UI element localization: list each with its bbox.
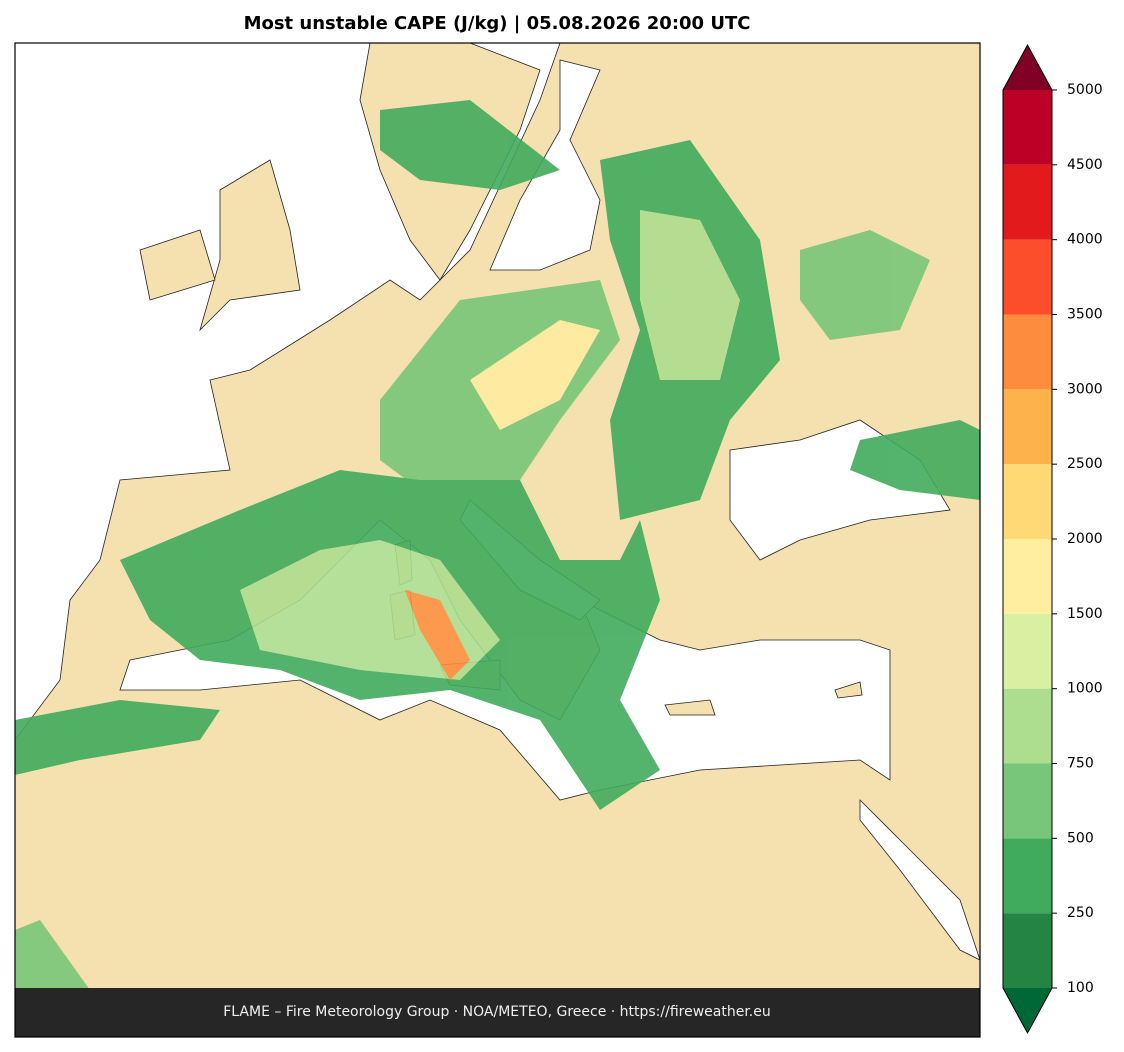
map: FLAME – Fire Meteorology Group · NOA/MET… xyxy=(15,43,980,1037)
colorbar-tick-label: 3500 xyxy=(1067,307,1103,323)
footer-text: FLAME – Fire Meteorology Group · NOA/MET… xyxy=(223,1004,771,1020)
colorbar-segment xyxy=(1003,688,1052,764)
colorbar-over xyxy=(1003,45,1052,90)
colorbar-tick-label: 3000 xyxy=(1067,381,1103,397)
colorbar-tick-label: 2000 xyxy=(1067,531,1103,547)
colorbar-tick-label: 4000 xyxy=(1067,232,1103,248)
colorbar-tick-label: 2500 xyxy=(1067,456,1103,472)
colorbar-segment xyxy=(1003,90,1052,165)
colorbar-segment xyxy=(1003,613,1052,689)
colorbar-segment xyxy=(1003,164,1052,240)
colorbar-tick-label: 500 xyxy=(1067,830,1094,846)
colorbar-tick-label: 5000 xyxy=(1067,82,1103,98)
colorbar-tick-label: 750 xyxy=(1067,756,1094,772)
colorbar-tick-label: 1500 xyxy=(1067,606,1103,622)
footer-band xyxy=(15,988,980,1037)
colorbar-tick-label: 250 xyxy=(1067,905,1094,921)
colorbar-segment xyxy=(1003,913,1052,988)
colorbar-segment xyxy=(1003,239,1052,315)
colorbar-segment xyxy=(1003,763,1052,839)
colorbar-segment xyxy=(1003,838,1052,914)
colorbar-segment xyxy=(1003,464,1052,539)
colorbar-segment xyxy=(1003,389,1052,465)
colorbar-segment xyxy=(1003,314,1052,390)
colorbar-under xyxy=(1003,988,1052,1033)
colorbar-tick-label: 4500 xyxy=(1067,157,1103,173)
map-frame xyxy=(14,42,981,1038)
map-title: Most unstable CAPE (J/kg) | 05.08.2026 2… xyxy=(244,13,751,34)
colorbar: 100 250 500 750 1000 1500 2000 2500 3000 3500 4000… xyxy=(1002,43,1103,1035)
cape-field xyxy=(15,100,980,990)
colorbar-tick-label: 100 xyxy=(1067,980,1094,996)
colorbar-tick-label: 1000 xyxy=(1067,681,1103,697)
colorbar-segment xyxy=(1003,539,1052,614)
